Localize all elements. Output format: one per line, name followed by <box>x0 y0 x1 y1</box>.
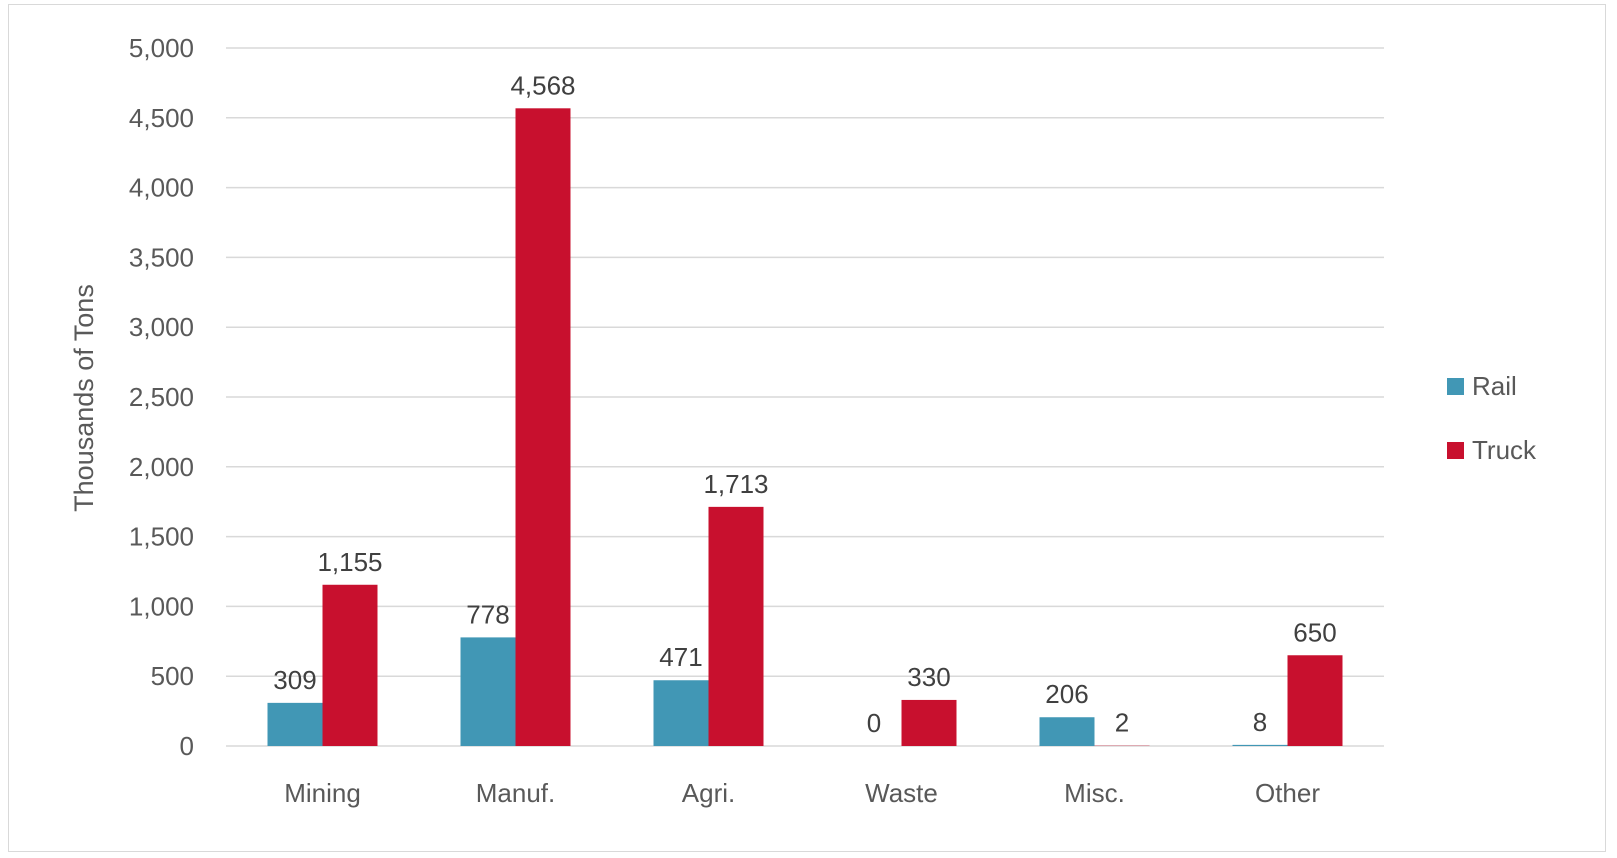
bar-truck-agri <box>708 506 764 746</box>
legend-swatch-rail <box>1447 378 1464 395</box>
data-label-rail: 0 <box>867 708 881 738</box>
bar-rail-agri <box>653 680 709 746</box>
bar-rail-other <box>1232 744 1288 746</box>
data-label-truck: 650 <box>1293 617 1336 647</box>
y-tick-label: 3,500 <box>129 242 194 272</box>
x-axis-ticks: Mining Manuf. Agri. Waste Misc. Other <box>284 778 1320 808</box>
bar-rail-misc <box>1039 717 1095 746</box>
data-labels: 309 1,155 778 4,568 471 1,713 0 330 206 2 8 650 <box>273 70 1336 738</box>
data-label-rail: 206 <box>1045 679 1088 709</box>
bar-truck-mining <box>322 584 378 746</box>
data-label-truck: 4,568 <box>510 70 575 100</box>
data-label-rail: 471 <box>659 642 702 672</box>
y-axis-ticks: 0 500 1,000 1,500 2,000 2,500 3,000 3,500 4,000 4… <box>129 33 194 761</box>
y-tick-label: 4,000 <box>129 173 194 203</box>
legend: Rail Truck <box>1447 371 1537 465</box>
x-tick-label: Manuf. <box>476 778 556 808</box>
x-tick-label: Waste <box>865 778 938 808</box>
y-tick-label: 500 <box>151 661 194 691</box>
y-tick-label: 2,000 <box>129 452 194 482</box>
y-tick-label: 1,000 <box>129 591 194 621</box>
data-label-truck: 2 <box>1115 708 1129 738</box>
data-label-truck: 1,155 <box>317 547 382 577</box>
data-label-rail: 778 <box>466 599 509 629</box>
x-tick-label: Agri. <box>682 778 735 808</box>
y-tick-label: 5,000 <box>129 33 194 63</box>
y-axis-title: Thousands of Tons <box>69 284 99 512</box>
data-label-rail: 309 <box>273 665 316 695</box>
bar-rail-manuf <box>460 637 516 746</box>
data-label-truck: 1,713 <box>703 469 768 499</box>
gridlines <box>226 47 1384 747</box>
bars <box>267 108 1343 747</box>
bar-truck-waste <box>901 699 957 746</box>
x-tick-label: Misc. <box>1064 778 1125 808</box>
x-tick-label: Other <box>1255 778 1320 808</box>
x-tick-label: Mining <box>284 778 361 808</box>
legend-swatch-truck <box>1447 442 1464 459</box>
legend-label-rail: Rail <box>1472 371 1517 401</box>
data-label-truck: 330 <box>907 662 950 692</box>
y-tick-label: 4,500 <box>129 103 194 133</box>
bar-truck-other <box>1287 655 1343 746</box>
y-tick-label: 0 <box>180 731 194 761</box>
y-tick-label: 1,500 <box>129 522 194 552</box>
y-tick-label: 3,000 <box>129 312 194 342</box>
legend-label-truck: Truck <box>1472 435 1537 465</box>
data-label-rail: 8 <box>1253 707 1267 737</box>
y-tick-label: 2,500 <box>129 382 194 412</box>
bar-rail-mining <box>267 702 323 746</box>
bar-truck-manuf <box>515 108 571 747</box>
